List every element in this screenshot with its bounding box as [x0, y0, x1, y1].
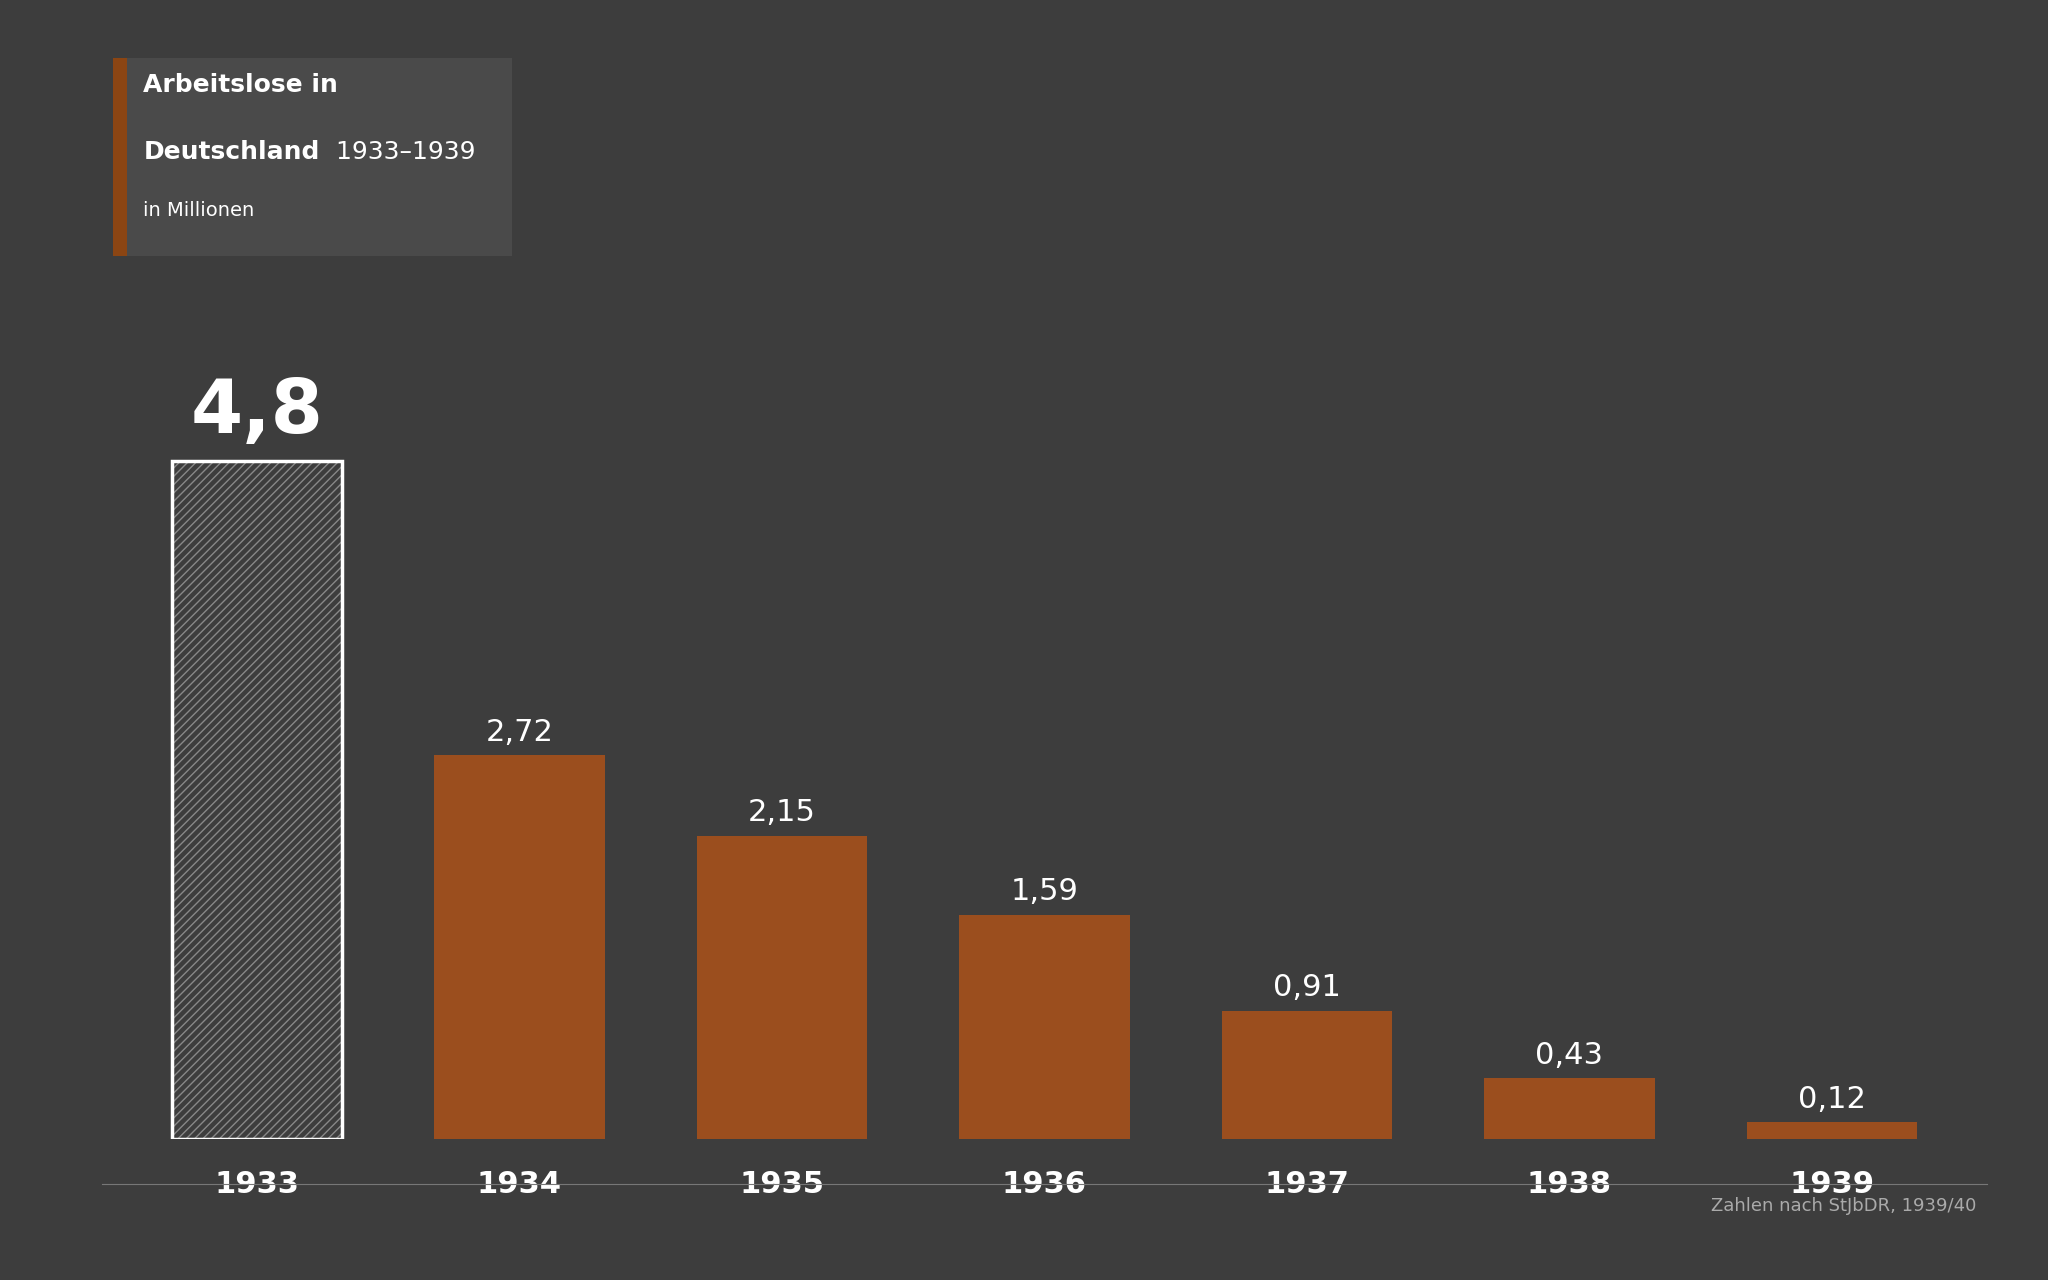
- Text: 2,15: 2,15: [748, 797, 815, 827]
- Bar: [172, 461, 342, 1139]
- Text: 1938: 1938: [1528, 1170, 1612, 1199]
- Text: in Millionen: in Millionen: [143, 201, 254, 220]
- Text: 0,12: 0,12: [1798, 1084, 1866, 1114]
- Text: 0,43: 0,43: [1536, 1041, 1604, 1070]
- Bar: [1485, 1079, 1655, 1139]
- Bar: [958, 915, 1130, 1139]
- Text: Zahlen nach StJbDR, 1939/40: Zahlen nach StJbDR, 1939/40: [1710, 1197, 1976, 1215]
- Text: 1939: 1939: [1790, 1170, 1874, 1199]
- Text: 1934: 1934: [477, 1170, 561, 1199]
- Text: 2,72: 2,72: [485, 718, 553, 746]
- Bar: [172, 461, 342, 1139]
- Bar: [1223, 1011, 1393, 1139]
- Bar: [434, 755, 604, 1139]
- Text: 1,59: 1,59: [1010, 877, 1079, 906]
- Text: 1937: 1937: [1264, 1170, 1350, 1199]
- Text: Arbeitslose in: Arbeitslose in: [143, 73, 338, 97]
- Text: 1933–1939: 1933–1939: [328, 140, 475, 164]
- Text: 1933: 1933: [215, 1170, 299, 1199]
- Text: 1935: 1935: [739, 1170, 825, 1199]
- Text: Deutschland: Deutschland: [143, 140, 319, 164]
- Text: 4,8: 4,8: [190, 375, 324, 448]
- Bar: [696, 836, 866, 1139]
- Bar: [1747, 1123, 1917, 1139]
- Text: 0,91: 0,91: [1274, 973, 1341, 1002]
- Text: 1936: 1936: [1001, 1170, 1087, 1199]
